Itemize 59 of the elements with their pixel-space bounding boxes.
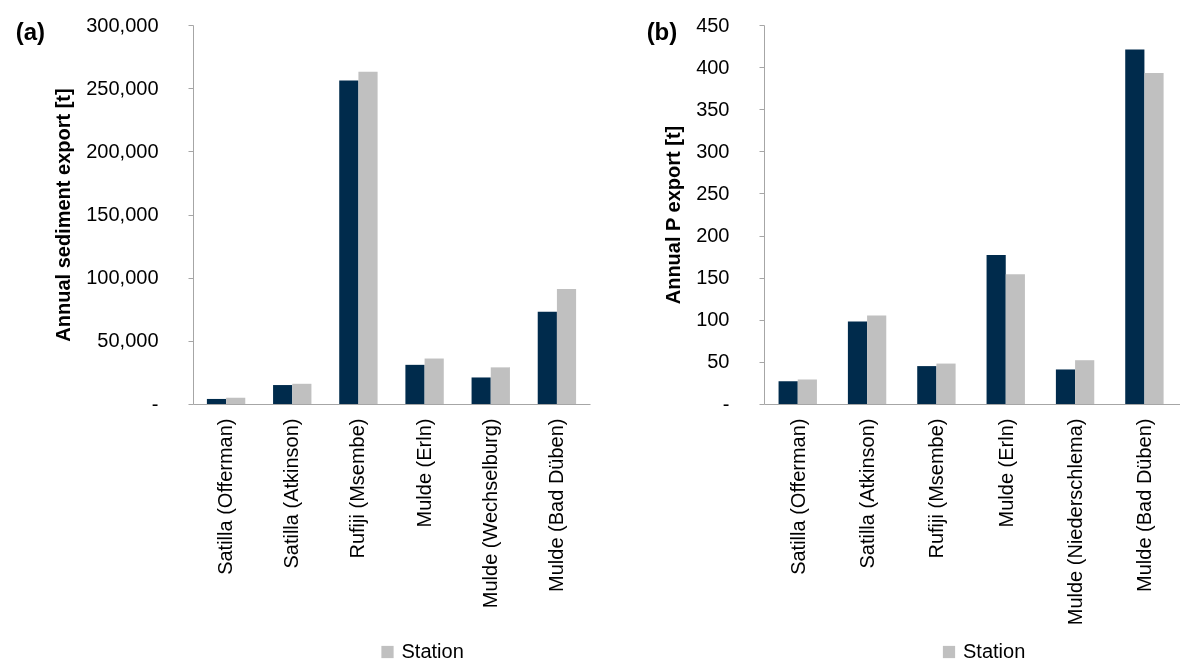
y-tick-label: 450	[696, 13, 730, 36]
y-axis-title: Annual P export [t]	[662, 125, 685, 305]
x-tick-label: Mulde (Erln)	[412, 418, 435, 528]
bar	[917, 366, 937, 404]
bar	[273, 385, 293, 404]
bar	[986, 254, 1006, 404]
bar	[490, 367, 510, 404]
bar	[339, 80, 359, 404]
bar	[1125, 49, 1145, 404]
bar	[1005, 274, 1025, 404]
chart-title: (b)	[646, 18, 678, 45]
x-tick-label: Mulde (Wechselburg)	[478, 418, 501, 609]
y-tick-label: 250	[696, 181, 730, 204]
y-tick-label: 200,000	[86, 139, 159, 162]
bar	[1144, 73, 1164, 404]
bar	[556, 289, 577, 404]
bar	[292, 383, 312, 404]
bar	[847, 321, 868, 404]
y-tick-label: 400	[696, 55, 730, 78]
y-tick-label: 100,000	[86, 266, 159, 289]
x-tick-label: Mulde (Erln)	[994, 418, 1017, 528]
bar	[206, 398, 227, 404]
y-tick-label: 350	[696, 97, 730, 120]
bar	[797, 379, 817, 404]
y-tick-label: 300	[696, 139, 730, 162]
y-tick-label: -	[151, 392, 159, 415]
x-tick-label: Mulde (Bad Düben)	[1133, 418, 1156, 592]
bar	[471, 377, 491, 404]
x-tick-label: Satilla (Offerman)	[214, 418, 237, 575]
chart-title: (a)	[15, 18, 46, 45]
x-tick-label: Satilla (Offerman)	[786, 418, 809, 575]
bar	[424, 358, 444, 404]
x-tick-label: Mulde (Bad Düben)	[544, 418, 567, 592]
bar	[405, 364, 425, 404]
x-tick-label: Rufiji (Msembe)	[925, 418, 948, 559]
bar	[1075, 360, 1095, 404]
y-tick-label: 50,000	[97, 329, 159, 352]
y-tick-label: 250,000	[86, 76, 159, 99]
x-tick-label: Rufiji (Msembe)	[346, 418, 369, 559]
y-tick-label: -	[722, 392, 730, 415]
y-tick-label: 200	[696, 224, 730, 247]
bar	[867, 315, 887, 404]
bar	[358, 71, 378, 404]
x-tick-label: Satilla (Atkinson)	[856, 418, 878, 569]
bar	[226, 397, 246, 404]
x-tick-label: Mulde (Niederschlema)	[1064, 418, 1086, 626]
legend-label: Station	[963, 640, 1026, 662]
bar	[537, 311, 557, 404]
bar	[936, 363, 956, 404]
y-tick-label: 100	[696, 308, 730, 331]
legend-label: Station	[401, 640, 464, 662]
bar	[1055, 369, 1076, 404]
y-axis-title: Annual sediment export [t]	[52, 88, 75, 342]
y-tick-label: 300,000	[86, 13, 159, 36]
y-tick-label: 150	[696, 266, 730, 289]
x-tick-label: Satilla (Atkinson)	[280, 418, 303, 569]
y-tick-label: 50	[707, 350, 730, 373]
bar	[778, 381, 798, 404]
y-tick-label: 150,000	[86, 203, 159, 225]
